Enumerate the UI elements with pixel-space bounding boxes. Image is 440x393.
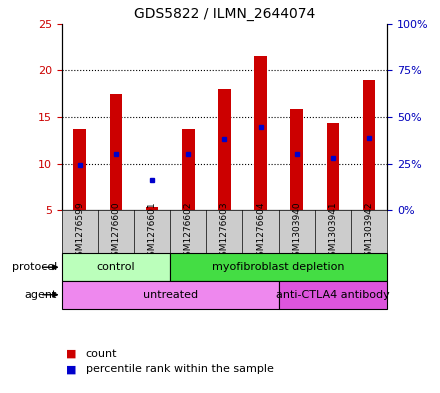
Text: count: count [86, 349, 117, 359]
Bar [146, 208, 158, 210]
Text: GSM1276602: GSM1276602 [184, 202, 193, 262]
Bar [290, 108, 303, 210]
Text: GSM1276599: GSM1276599 [75, 202, 84, 262]
Text: untreated: untreated [143, 290, 198, 300]
Text: GSM1303941: GSM1303941 [328, 202, 337, 262]
Bar [279, 281, 387, 309]
Bar [110, 94, 122, 210]
Text: control: control [96, 262, 135, 272]
Bar [182, 129, 194, 210]
Bar [62, 281, 279, 309]
Bar [73, 129, 86, 210]
Text: GSM1276601: GSM1276601 [147, 202, 157, 262]
Bar [62, 253, 170, 281]
Text: protocol: protocol [12, 262, 57, 272]
Title: GDS5822 / ILMN_2644074: GDS5822 / ILMN_2644074 [134, 7, 315, 21]
Bar [170, 253, 387, 281]
Text: GSM1276604: GSM1276604 [256, 202, 265, 262]
Text: anti-CTLA4 antibody: anti-CTLA4 antibody [276, 290, 390, 300]
Text: GSM1276600: GSM1276600 [111, 202, 121, 262]
Bar [218, 89, 231, 210]
Text: ■: ■ [66, 349, 77, 359]
Text: ■: ■ [66, 364, 77, 375]
Text: agent: agent [25, 290, 57, 300]
Text: GSM1303942: GSM1303942 [365, 202, 374, 262]
Text: myofibroblast depletion: myofibroblast depletion [213, 262, 345, 272]
Text: GSM1303940: GSM1303940 [292, 202, 301, 262]
Text: percentile rank within the sample: percentile rank within the sample [86, 364, 274, 375]
Text: GSM1276603: GSM1276603 [220, 202, 229, 262]
Bar [254, 56, 267, 210]
Bar [363, 79, 375, 210]
Bar [326, 123, 339, 210]
